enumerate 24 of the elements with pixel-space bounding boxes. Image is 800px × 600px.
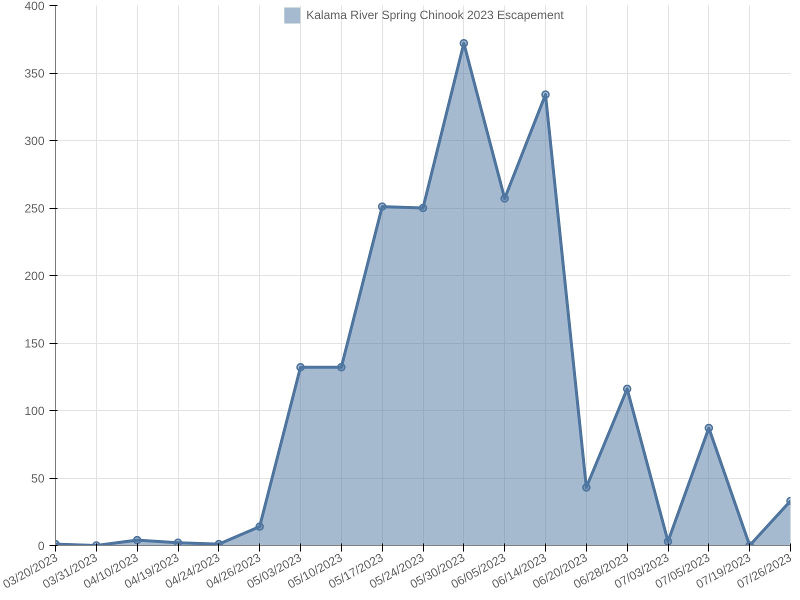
y-tick-label: 200 [24,269,45,283]
y-tick-label: 250 [24,202,45,216]
point [132,536,142,544]
point [500,194,509,203]
point [296,363,305,372]
y-tick-label: 400 [24,0,45,13]
point [582,483,591,492]
y-tick-label: 50 [31,472,45,486]
point [664,537,672,546]
point [460,39,468,48]
point [704,424,714,432]
y-tick-label: 350 [24,66,45,80]
point [255,522,264,531]
y-tick-label: 150 [24,336,45,350]
y-tick-label: 300 [24,134,45,148]
point [541,90,550,99]
point [174,538,182,546]
y-tick-label: 0 [38,539,45,553]
y-tick-label: 100 [24,404,45,418]
point [378,202,386,211]
point [418,204,428,212]
point [337,363,346,372]
point [622,384,632,394]
legend-label: Kalama River Spring Chinook 2023 Escapement [306,8,564,22]
